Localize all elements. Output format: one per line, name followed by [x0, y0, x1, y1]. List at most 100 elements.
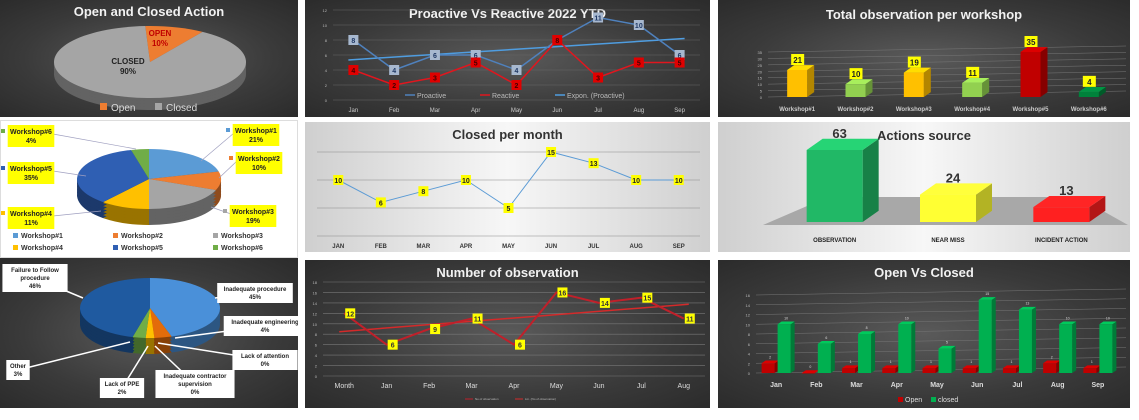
gridline	[755, 298, 1127, 305]
bar-side	[982, 77, 990, 97]
data-label: 0	[809, 365, 811, 369]
bar-side	[976, 183, 992, 222]
data-label: 5	[637, 61, 641, 68]
data-label: 10	[635, 23, 643, 30]
data-label-box	[593, 12, 604, 23]
data-label: 15	[643, 296, 651, 303]
leader-line	[52, 133, 137, 150]
x-tick-label: Aug	[678, 383, 691, 390]
open-vs-closed-chart: Open Vs Closed 0 2 4 6 8 10 12 14 16 Jan Feb Mar Apr…	[718, 260, 1130, 408]
bar-top	[1043, 360, 1061, 364]
bar-top	[1078, 86, 1106, 92]
legend-swatch	[1, 211, 5, 215]
data-label-box	[387, 339, 398, 350]
y-tick-label: 4	[315, 353, 318, 358]
pie-slice	[149, 179, 216, 209]
pie-slice	[103, 179, 149, 209]
chart-title: Closed per month	[452, 127, 563, 142]
bar	[801, 373, 815, 374]
gridline	[767, 90, 1127, 98]
legend-swatch	[113, 245, 118, 250]
x-tick-label: INCIDENT ACTION	[1035, 238, 1088, 244]
legend-swatch	[229, 156, 233, 160]
y-tick-label: 2	[748, 361, 751, 366]
gridline	[767, 77, 1127, 85]
series-line	[353, 38, 680, 86]
data-label: 1	[890, 360, 892, 364]
data-label-box	[155, 370, 235, 398]
data-label: 8	[555, 38, 559, 45]
bar	[1099, 324, 1113, 373]
x-tick-label: MAR	[417, 244, 431, 250]
pie-slice	[149, 171, 222, 191]
y-tick-label: 12	[746, 313, 751, 318]
data-label-box	[6, 360, 30, 380]
y-tick-label: 10	[313, 322, 318, 327]
data-label: 3	[433, 76, 437, 83]
legend-label: Expon. (Proactive)	[567, 93, 625, 100]
gridline	[767, 52, 1127, 59]
chart-title: Total observation per workshop	[825, 7, 1023, 22]
data-label-box	[511, 80, 522, 90]
bar-side	[774, 360, 779, 373]
data-label: supervision	[178, 382, 212, 388]
legend-swatch	[1, 166, 5, 170]
x-tick-label: Workshop#3	[896, 107, 933, 113]
data-label-box	[642, 292, 653, 303]
pie-slice	[79, 278, 150, 338]
y-tick-label: 6	[315, 343, 318, 348]
bar	[858, 334, 872, 373]
data-label: 4	[1087, 78, 1092, 87]
data-label: 4	[515, 68, 519, 75]
data-label: 16	[559, 290, 567, 297]
x-tick-label: JAN	[332, 244, 344, 250]
x-tick-label: Aug	[633, 108, 644, 114]
bar-top	[842, 365, 860, 369]
leader-line	[52, 210, 102, 217]
bar	[806, 150, 863, 222]
leader-line	[200, 132, 235, 162]
x-tick-label: Aug	[1051, 382, 1065, 389]
data-label-box	[511, 65, 522, 75]
data-label: Inadequate procedure	[224, 287, 287, 293]
x-tick-label: Jan	[381, 383, 392, 390]
x-tick-label: Apr	[471, 108, 480, 114]
bar	[962, 82, 983, 97]
x-tick-label: NEAR MISS	[931, 238, 964, 244]
data-label-box	[389, 65, 400, 75]
data-label: 1	[850, 360, 852, 364]
legend-swatch	[155, 103, 162, 110]
data-label: 10	[632, 178, 640, 185]
data-label: 24	[946, 171, 961, 186]
proactive-reactive-chart: Proactive Vs Reactive 2022 YTD 0 2 4 6 8 10 12…	[305, 0, 710, 117]
bar-side	[862, 138, 879, 222]
bar-top	[938, 345, 956, 349]
x-tick-label: Mar	[466, 383, 479, 390]
data-label: 12	[346, 311, 354, 318]
y-tick-label: 4	[325, 68, 328, 73]
bar-top	[922, 365, 940, 369]
data-label: 8	[421, 189, 425, 196]
bar	[898, 324, 912, 373]
data-label: 11	[474, 317, 482, 324]
trendline	[348, 37, 685, 61]
data-label: 10	[1106, 316, 1110, 320]
gridline	[767, 65, 1127, 72]
x-tick-label: May	[550, 383, 564, 390]
bar	[922, 368, 936, 373]
bar-top	[817, 340, 835, 344]
data-label: 4	[392, 68, 396, 75]
chart-title: Open Vs Closed	[874, 265, 974, 280]
series-line	[352, 16, 681, 71]
legend-label: Open	[905, 397, 922, 404]
data-label-box	[1082, 75, 1096, 87]
data-label: 3%	[14, 372, 23, 378]
data-label: 10	[905, 316, 909, 320]
pie-slice	[77, 149, 149, 203]
y-tick-label: 0	[748, 371, 751, 376]
data-label: Workshop#3	[232, 209, 274, 216]
data-label-box	[593, 72, 604, 83]
y-tick-label: 30	[758, 56, 763, 61]
bar-top	[858, 331, 876, 334]
